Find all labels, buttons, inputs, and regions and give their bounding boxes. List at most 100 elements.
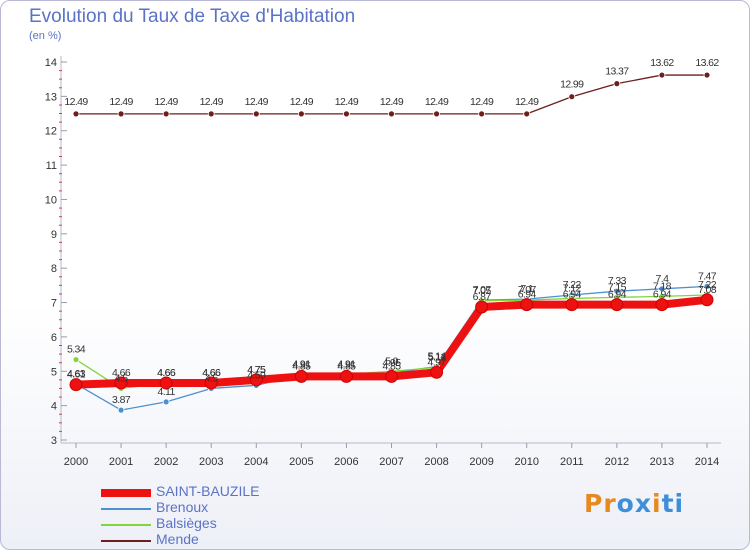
point-balsieges (72, 356, 80, 363)
data-label-brenoux: 4.91 (292, 359, 311, 371)
point-saint-bauzile (339, 369, 353, 383)
data-label-brenoux: 4.59 (247, 369, 266, 381)
point-mende (388, 110, 395, 118)
legend-swatch-mende (101, 540, 151, 542)
data-label-saint-bauzile: 4.66 (202, 367, 221, 379)
y-tick-label: 12 (45, 126, 57, 138)
logo-letter: P (584, 489, 604, 518)
point-mende (478, 110, 486, 118)
point-brenoux (117, 406, 125, 414)
point-mende (252, 110, 260, 118)
y-tick-label: 3 (51, 435, 57, 447)
y-tick-label: 6 (51, 332, 57, 344)
data-label-saint-bauzile: 4.85 (337, 360, 356, 372)
point-mende (72, 110, 80, 118)
y-tick-label: 5 (51, 366, 57, 378)
data-label-balsieges: 4.91 (292, 358, 311, 370)
point-saint-bauzile (475, 300, 489, 314)
data-label-mende: 13.37 (605, 66, 629, 78)
logo-letter: o (616, 489, 635, 518)
legend-swatch-brenoux (101, 508, 151, 510)
logo-letter: i (674, 489, 685, 518)
data-label-balsieges: 4.5 (115, 372, 129, 384)
data-label-saint-bauzile: 4.97 (428, 356, 447, 368)
chart-title: Evolution du Taux de Taxe d'Habitation (29, 6, 356, 27)
data-label-balsieges: 4.66 (202, 367, 221, 379)
data-label-balsieges: 7.12 (563, 282, 582, 294)
data-label-brenoux: 7.07 (473, 284, 492, 296)
data-label-mende: 13.62 (650, 57, 674, 69)
x-tick-label: 2011 (560, 456, 584, 468)
data-label-saint-bauzile: 6.94 (608, 289, 627, 301)
point-mende (343, 110, 350, 118)
x-tick-label: 2001 (109, 456, 133, 468)
data-label-mende: 12.49 (109, 96, 133, 108)
y-tick-label: 13 (45, 91, 57, 103)
data-label-brenoux: 4.5 (205, 372, 219, 384)
data-label-saint-bauzile: 4.85 (292, 360, 311, 372)
data-label-mende: 12.49 (155, 96, 179, 108)
data-label-balsieges: 5.0 (385, 355, 399, 367)
point-mende (613, 80, 621, 88)
data-label-brenoux: 4.11 (158, 386, 176, 398)
legend-swatch-saint-bauzile (101, 489, 151, 497)
point-saint-bauzile (565, 298, 579, 312)
data-label-brenoux: 3.87 (112, 394, 131, 406)
data-label-saint-bauzile: 4.66 (112, 367, 131, 379)
data-label-mende: 12.49 (515, 96, 539, 108)
data-label-brenoux: 4.63 (67, 368, 86, 380)
point-saint-bauzile (249, 373, 263, 387)
data-label-mende: 12.99 (560, 79, 584, 91)
data-label-brenoux: 7.33 (608, 275, 627, 287)
x-tick-label: 2009 (469, 456, 493, 468)
legend-label-mende: Mende (156, 531, 199, 547)
x-tick-label: 2004 (244, 456, 268, 468)
data-label-balsieges: 5.34 (67, 344, 86, 356)
data-label-balsieges: 5.11 (428, 351, 446, 363)
data-label-saint-bauzile: 4.61 (67, 369, 86, 381)
data-label-mende: 12.49 (290, 96, 314, 108)
point-saint-bauzile (204, 376, 218, 390)
x-tick-label: 2007 (379, 456, 403, 468)
data-label-saint-bauzile: 4.66 (157, 367, 176, 379)
proxiti-logo: Proxiti (584, 489, 684, 518)
x-tick-label: 2002 (154, 456, 178, 468)
data-label-balsieges: 7.07 (518, 284, 537, 296)
series-line-mende (75, 74, 708, 115)
data-label-mende: 12.49 (380, 96, 404, 108)
data-label-balsieges: 7.05 (473, 285, 492, 297)
logo-letter: t (661, 489, 675, 518)
x-tick-label: 2010 (514, 456, 538, 468)
chart-subtitle: (en %) (29, 30, 62, 42)
data-label-brenoux: 7.47 (698, 270, 717, 282)
point-saint-bauzile (114, 376, 128, 390)
y-tick-label: 9 (51, 229, 57, 241)
data-label-mende: 13.62 (695, 57, 719, 69)
point-mende (568, 93, 576, 101)
data-label-balsieges: 7.22 (698, 279, 717, 291)
point-saint-bauzile (159, 376, 173, 390)
point-saint-bauzile (69, 378, 83, 392)
data-label-mende: 12.49 (425, 96, 449, 108)
y-tick-label: 14 (45, 57, 57, 69)
point-mende (523, 110, 531, 118)
legend-swatch-balsieges (101, 524, 151, 526)
point-mende (117, 110, 125, 118)
point-saint-bauzile (430, 365, 444, 379)
point-saint-bauzile (294, 369, 308, 383)
data-label-saint-bauzile: 6.94 (563, 289, 582, 301)
point-mende (297, 110, 305, 118)
x-tick-label: 2000 (64, 456, 88, 468)
legend-label-brenoux: Brenoux (156, 499, 209, 515)
point-brenoux (162, 398, 170, 406)
data-label-brenoux: 7.1 (520, 283, 534, 295)
point-saint-bauzile (520, 298, 534, 312)
data-label-mende: 12.49 (470, 96, 494, 108)
data-label-brenoux: 4.91 (337, 358, 356, 370)
data-label-saint-bauzile: 6.94 (518, 289, 537, 301)
point-saint-bauzile (385, 369, 398, 383)
point-mende (703, 71, 711, 79)
point-saint-bauzile (700, 293, 714, 307)
logo-letter: x (634, 489, 652, 518)
